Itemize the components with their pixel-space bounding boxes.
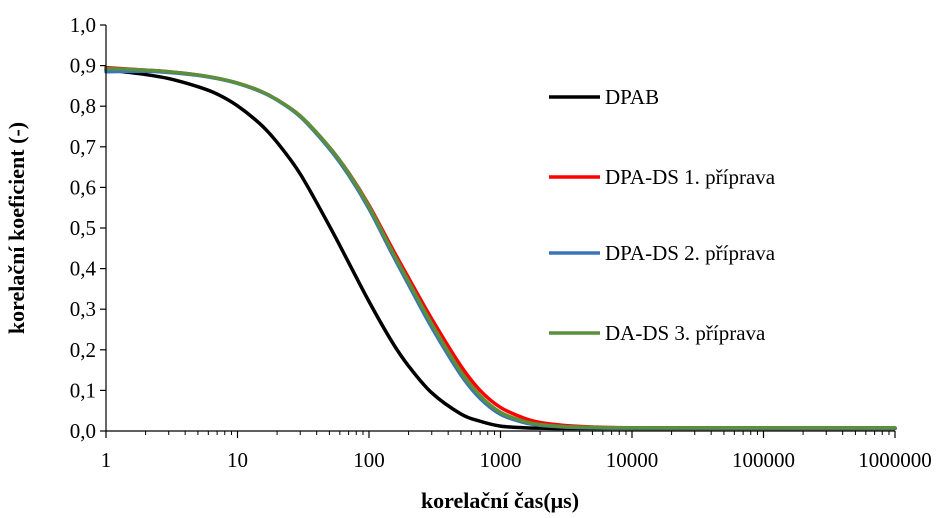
- y-tick-label: 0,1: [70, 378, 96, 402]
- y-tick-label: 0,4: [70, 257, 97, 281]
- y-tick-label: 0,2: [70, 338, 96, 362]
- series-layer: [104, 65, 897, 431]
- y-tick-label: 0,6: [70, 175, 96, 199]
- y-tick-label: 1,0: [70, 13, 96, 37]
- y-tick-label: 0,0: [70, 419, 96, 443]
- y-tick-label: 0,5: [70, 216, 96, 240]
- y-tick-label: 0,7: [70, 135, 96, 159]
- legend-label: DPAB: [605, 85, 659, 109]
- x-axis-title: korelační čas(μs): [421, 488, 579, 513]
- axes-layer: [105, 25, 895, 432]
- y-tick-label: 0,8: [70, 94, 96, 118]
- series-line-4: [104, 66, 897, 430]
- legend-label: DPA-DS 2. příprava: [605, 241, 776, 265]
- x-tick-label: 10000: [606, 448, 659, 472]
- series-line-3: [104, 69, 897, 430]
- y-tick-label: 0,3: [70, 297, 96, 321]
- x-tick-label: 1000: [480, 448, 522, 472]
- x-tick-label: 10: [227, 448, 248, 472]
- x-tick-label: 100: [353, 448, 385, 472]
- y-axis-title: korelační koeficient (-): [4, 122, 29, 334]
- x-tick-label: 1000000: [858, 448, 932, 472]
- series-line-2: [104, 65, 897, 430]
- x-tick-label: 1: [101, 448, 112, 472]
- legend: DPAB DPA-DS 1. příprava DPA-DS 2. příprava…: [549, 85, 776, 345]
- y-tick-label: 0,9: [70, 54, 96, 78]
- legend-label: DPA-DS 1. příprava: [605, 165, 776, 189]
- x-tick-label: 100000: [732, 448, 795, 472]
- ticks-layer: 0,0 0,1 0,2 0,3 0,4 0,5 0,6 0,7 0,8 0,9 1,0 1 10 100 1…: [70, 13, 932, 472]
- legend-label: DA-DS 3. příprava: [605, 321, 766, 345]
- series-line-1: [104, 67, 897, 431]
